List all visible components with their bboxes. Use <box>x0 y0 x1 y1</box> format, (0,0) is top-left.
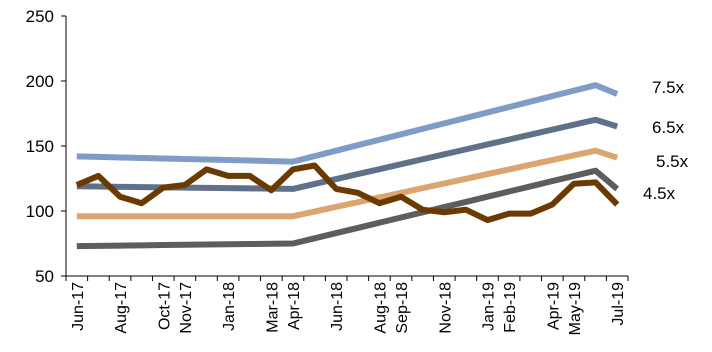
series-label: 5.5x <box>656 152 689 171</box>
series-label: 7.5x <box>652 78 685 97</box>
y-tick-label: 200 <box>26 72 54 91</box>
x-tick-label: May-19 <box>567 282 584 335</box>
y-tick-label: 250 <box>26 7 54 26</box>
series-line-price <box>75 162 620 224</box>
x-tick-label: Oct-17 <box>156 282 173 330</box>
series-label: 4.5x <box>643 184 676 203</box>
y-axis-ticks: 50 100 150 200 250 <box>26 7 66 286</box>
y-tick-label: 50 <box>35 267 54 286</box>
x-tick-label: Sep-18 <box>394 282 411 334</box>
x-tick-label: Nov-17 <box>178 282 195 334</box>
series-line-5.5x <box>76 147 619 220</box>
x-tick-label: Nov-18 <box>437 282 454 334</box>
x-tick-label: Jun-17 <box>70 282 87 331</box>
x-tick-label: Jan-19 <box>481 282 498 331</box>
x-tick-label: Aug-17 <box>113 282 130 334</box>
series-lines <box>75 82 620 250</box>
y-tick-label: 150 <box>26 137 54 156</box>
series-line-4.5x <box>76 167 620 250</box>
series-line-6.5x <box>76 116 619 192</box>
y-tick-label: 100 <box>26 202 54 221</box>
x-tick-label: Jan-18 <box>221 282 238 331</box>
x-axis-ticks: Jun-17 Aug-17 Oct-17 Nov-17 Jan-18 Mar-18 Apr-… <box>65 276 629 335</box>
series-labels: 7.5x 6.5x 5.5x 4.5x <box>643 78 689 203</box>
x-tick-label: Aug-18 <box>372 282 389 334</box>
x-tick-label: Apr-18 <box>286 282 303 330</box>
x-tick-label: Jun-18 <box>329 282 346 331</box>
x-tick-label: Feb-19 <box>502 282 519 333</box>
x-tick-label: Apr-19 <box>545 282 562 330</box>
x-tick-label: Jul-19 <box>610 282 627 326</box>
series-label: 6.5x <box>652 118 685 137</box>
series-line-7.5x <box>76 82 619 165</box>
x-tick-label: Mar-18 <box>264 282 281 333</box>
